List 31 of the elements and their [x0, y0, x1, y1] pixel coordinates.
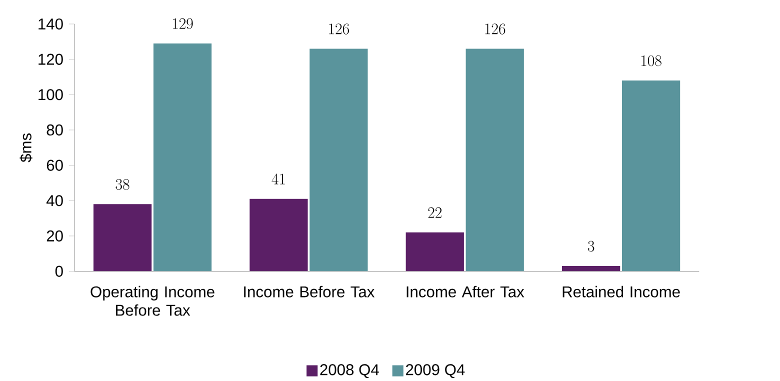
y-axis-title: $ms: [20, 133, 32, 162]
y-tick-label: 60: [46, 160, 63, 171]
x-tick-label: Income Before Tax: [244, 286, 375, 298]
y-tick-label: 40: [46, 195, 63, 206]
data-label: 129: [172, 18, 193, 30]
y-tick-label: 120: [38, 54, 63, 65]
x-tick-label: Operating Income Before Tax: [90, 286, 214, 316]
data-label: 108: [641, 55, 662, 66]
x-tick-label: Income After Tax: [406, 286, 524, 298]
y-tick-label: 20: [46, 230, 63, 242]
bar: [250, 198, 308, 272]
bar: [406, 232, 464, 272]
data-label: 126: [485, 24, 506, 34]
data-label: 22: [428, 207, 442, 218]
bar: [93, 204, 152, 272]
data-label: 126: [329, 24, 349, 34]
y-tick-label: 140: [38, 18, 63, 30]
bar: [622, 80, 680, 272]
bar: [466, 48, 524, 272]
y-tick-label: 100: [38, 89, 63, 100]
bar: [310, 48, 368, 272]
legend-label: 2009 Q4: [406, 364, 465, 378]
bar: [153, 43, 212, 272]
data-label: 41: [272, 174, 285, 184]
data-label: 3: [588, 240, 594, 252]
y-tick-label: 0: [55, 266, 63, 277]
legend-label: 2008 Q4: [320, 364, 379, 378]
y-tick-label: 80: [46, 124, 63, 136]
x-tick-label: Retained Income: [562, 286, 680, 298]
bar: [562, 266, 620, 272]
data-label: 38: [116, 179, 130, 190]
